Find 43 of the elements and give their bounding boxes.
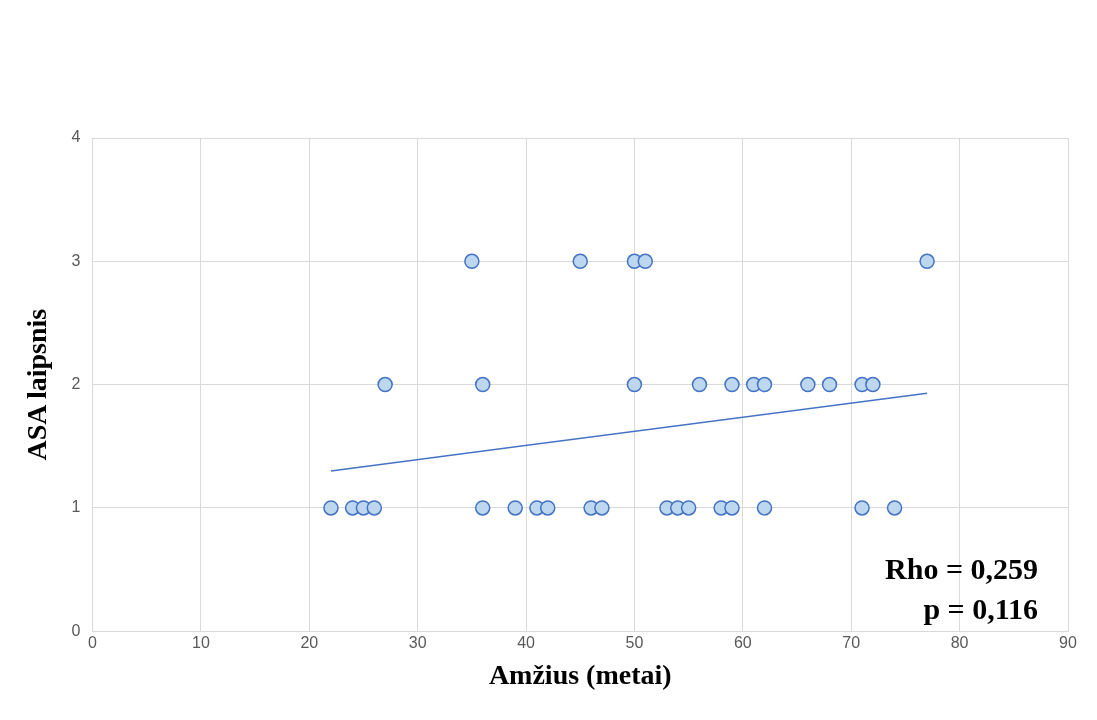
y-tick-label: 3 xyxy=(71,251,81,269)
x-tick-label: 90 xyxy=(1059,634,1077,652)
annotation: Rho = 0,259 xyxy=(885,552,1038,586)
point xyxy=(919,253,935,270)
point xyxy=(474,376,491,393)
y-tick-label: 1 xyxy=(71,498,81,516)
x-tick-label: 70 xyxy=(842,634,861,652)
point xyxy=(854,500,870,516)
point xyxy=(724,376,740,393)
point xyxy=(507,500,523,516)
point xyxy=(474,500,491,516)
x-tick-label: 20 xyxy=(300,634,319,652)
x-tick-label: 10 xyxy=(191,634,210,652)
point xyxy=(691,376,708,393)
point xyxy=(886,500,903,516)
x-tick-label: 50 xyxy=(625,634,644,652)
point xyxy=(680,500,697,516)
point xyxy=(464,253,480,270)
point xyxy=(724,500,740,516)
point xyxy=(800,376,816,393)
x-tick-label: 40 xyxy=(517,634,536,652)
point xyxy=(637,253,654,270)
point xyxy=(366,500,383,516)
x-tick-label: 80 xyxy=(950,634,969,652)
point xyxy=(323,500,339,516)
point xyxy=(821,376,838,393)
x-tick-label: 0 xyxy=(88,634,98,652)
y-tick-label: 2 xyxy=(71,375,81,393)
point xyxy=(865,376,881,393)
point xyxy=(756,376,773,393)
x-tick-label: 60 xyxy=(733,634,752,652)
point xyxy=(626,376,643,393)
point xyxy=(572,253,588,270)
y-tick-label: 4 xyxy=(71,128,81,146)
x-tick-label: 30 xyxy=(408,634,427,652)
point xyxy=(377,376,393,393)
point xyxy=(539,500,556,516)
annotation: p = 0,116 xyxy=(923,592,1038,626)
x-axis-title: Amžius (metai) xyxy=(488,659,672,691)
point xyxy=(756,500,773,516)
y-axis-title: ASA laipsnis xyxy=(21,308,53,461)
point xyxy=(594,500,610,516)
y-tick-label: 0 xyxy=(71,621,81,639)
